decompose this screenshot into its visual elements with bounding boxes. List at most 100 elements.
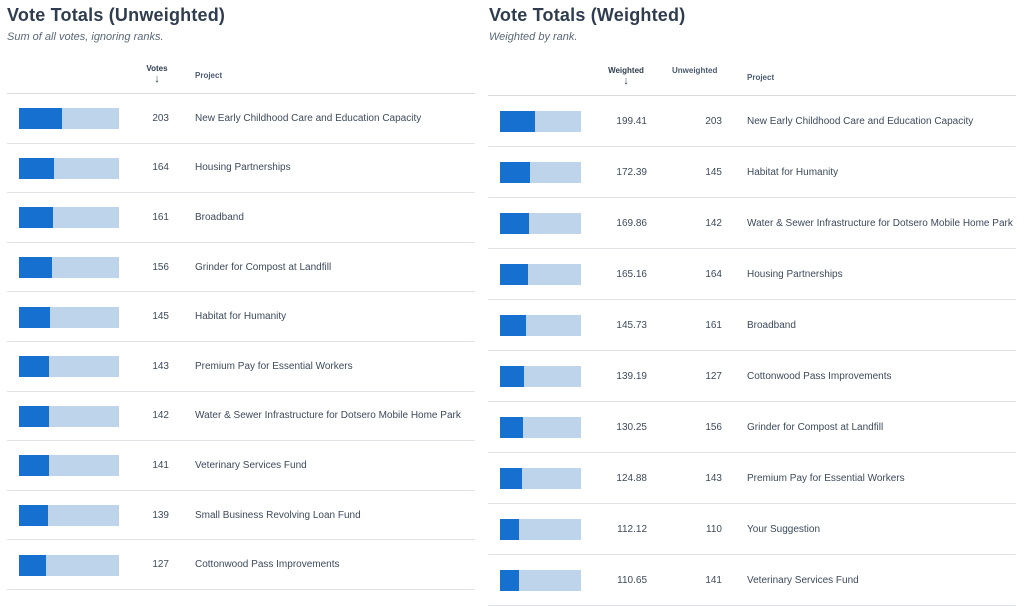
vote-count: 143: [152, 360, 169, 372]
vote-bar-fill: [19, 157, 54, 179]
project-name: Broadband: [747, 319, 796, 331]
project-column-header: Project: [747, 73, 775, 82]
project-name: Premium Pay for Essential Workers: [195, 360, 353, 372]
project-name: Housing Partnerships: [747, 268, 843, 280]
project-name: Veterinary Services Fund: [195, 459, 307, 471]
weighted-score: 130.25: [616, 421, 647, 433]
weighted-title: Vote Totals (Weighted): [489, 5, 686, 25]
project-name: Water & Sewer Infrastructure for Dotsero…: [747, 217, 1013, 229]
vote-bar-fill: [500, 366, 525, 387]
weighted-score: 165.16: [616, 268, 647, 280]
unweighted-count: 156: [705, 421, 722, 433]
table-row: 143 Premium Pay for Essential Workers: [0, 342, 475, 392]
row-divider: [7, 489, 475, 491]
unweighted-count: 145: [705, 166, 722, 178]
table-row: 145 Habitat for Humanity: [0, 292, 475, 342]
weighted-score: 112.12: [617, 523, 647, 535]
arrow-down-icon: ↓: [154, 73, 160, 85]
table-row: 165.16 164 Housing Partnerships: [488, 249, 1016, 300]
weighted-score: 145.73: [616, 319, 647, 331]
vote-bar: [500, 366, 581, 387]
vote-count: 145: [152, 311, 169, 323]
row-divider: [488, 401, 1016, 402]
project-name: Small Business Revolving Loan Fund: [195, 509, 361, 521]
vote-bar-fill: [500, 468, 522, 489]
vote-bar-fill: [19, 505, 48, 527]
unweighted-count: 164: [705, 268, 722, 280]
project-name: Cottonwood Pass Improvements: [195, 559, 340, 571]
vote-bar-fill: [19, 207, 53, 229]
table-row: 124.88 143 Premium Pay for Essential Worke…: [488, 453, 1016, 504]
vote-bar-fill: [500, 417, 523, 438]
weighted-score: 172.39: [616, 166, 647, 178]
table-row: 161 Broadband: [0, 193, 475, 243]
vote-bar-fill: [19, 108, 62, 130]
vote-count: 127: [152, 559, 169, 571]
vote-bar-fill: [500, 315, 526, 336]
table-row: 164 Housing Partnerships: [0, 144, 475, 194]
vote-bar: [500, 315, 581, 336]
vote-bar-fill: [19, 455, 49, 477]
project-name: Water & Sewer Infrastructure for Dotsero…: [195, 410, 461, 422]
votes-column-header[interactable]: Votes ↓: [138, 64, 176, 85]
row-divider: [7, 539, 475, 541]
row-divider: [488, 197, 1016, 198]
vote-bar: [500, 111, 581, 132]
vote-bar: [500, 162, 581, 183]
vote-bar: [19, 306, 119, 328]
unweighted-column-header[interactable]: Unweighted: [672, 66, 718, 75]
project-name: Broadband: [195, 211, 244, 223]
weighted-score: 124.88: [616, 472, 647, 484]
project-name: Grinder for Compost at Landfill: [747, 421, 884, 433]
weighted-column-header[interactable]: Weighted ↓: [601, 66, 651, 87]
row-divider: [488, 146, 1016, 147]
table-row: 145.73 161 Broadband: [488, 300, 1016, 351]
vote-count: 164: [152, 162, 169, 174]
table-row: 203 New Early Childhood Care and Educatio…: [0, 94, 475, 144]
vote-count: 156: [152, 261, 169, 273]
project-column-header: Project: [195, 71, 223, 80]
table-row: 172.39 145 Habitat for Humanity: [488, 147, 1016, 198]
vote-bar-fill: [500, 162, 530, 183]
project-name: Habitat for Humanity: [747, 166, 839, 178]
table-row: 112.12 110 Your Suggestion: [488, 504, 1016, 555]
vote-bar-fill: [500, 213, 530, 234]
votes-header-label: Votes: [146, 64, 168, 73]
project-name: New Early Childhood Care and Education C…: [747, 115, 974, 127]
vote-bar: [19, 108, 119, 130]
vote-count: 139: [152, 509, 169, 521]
header-divider: [7, 93, 475, 94]
unweighted-count: 110: [706, 523, 722, 535]
unweighted-count: 203: [705, 115, 722, 127]
vote-bar-fill: [19, 405, 49, 427]
row-divider: [488, 350, 1016, 351]
unweighted-count: 127: [705, 370, 722, 382]
vote-count: 203: [152, 112, 169, 124]
table-row: 169.86 142 Water & Sewer Infrastructure fo…: [488, 198, 1016, 249]
table-row: 199.41 203 New Early Childhood Care and Ed…: [488, 96, 1016, 147]
table-row: 156 Grinder for Compost at Landfill: [0, 243, 475, 293]
vote-bar: [500, 417, 581, 438]
row-divider: [7, 390, 475, 392]
vote-bar-fill: [500, 111, 535, 132]
weighted-header-label: Weighted: [608, 66, 644, 75]
table-row: 110.65 141 Veterinary Services Fund: [488, 555, 1016, 606]
vote-bar-fill: [19, 257, 52, 279]
vote-bar: [500, 264, 581, 285]
vote-bar: [19, 207, 119, 229]
vote-bar: [500, 468, 581, 489]
vote-count: 161: [152, 211, 169, 223]
vote-bar: [19, 405, 119, 427]
weighted-score: 199.41: [616, 115, 647, 127]
vote-bar: [500, 213, 581, 234]
vote-bar-fill: [500, 264, 529, 285]
table-row: 142 Water & Sewer Infrastructure for Dots…: [0, 392, 475, 442]
vote-bar: [19, 554, 119, 576]
row-divider: [7, 440, 475, 442]
project-name: Premium Pay for Essential Workers: [747, 472, 905, 484]
project-name: Veterinary Services Fund: [747, 574, 859, 586]
weighted-score: 169.86: [616, 217, 647, 229]
project-name: Your Suggestion: [747, 523, 821, 535]
vote-count: 141: [152, 459, 169, 471]
row-divider: [7, 241, 475, 243]
